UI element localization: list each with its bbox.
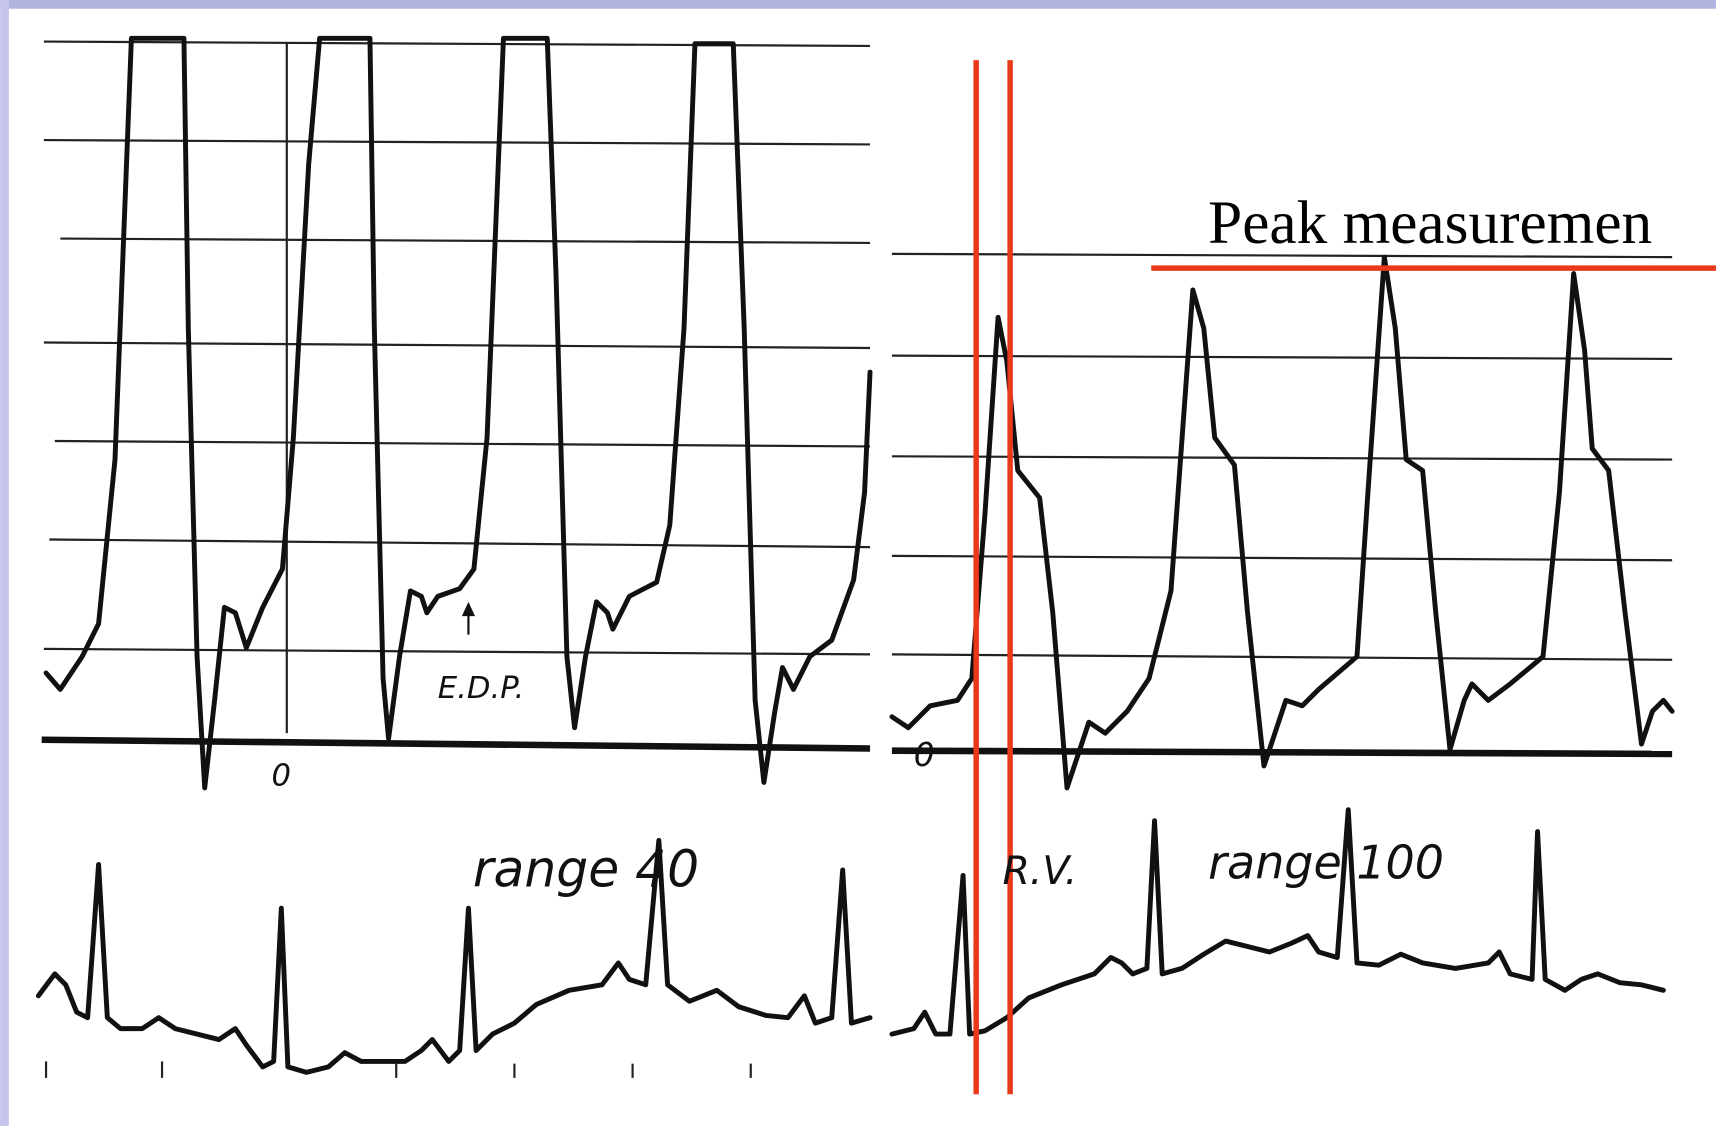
left-range-label: range 40 bbox=[473, 839, 699, 898]
left-pressure-trace bbox=[43, 35, 873, 791]
right-range-label: range 100 bbox=[1208, 836, 1444, 890]
top-border bbox=[0, 0, 1716, 9]
right-ecg-trace bbox=[889, 807, 1666, 1037]
rv-label: R.V. bbox=[1002, 848, 1077, 894]
right-zero-label: 0 bbox=[914, 736, 935, 774]
red-markers bbox=[973, 60, 1716, 1095]
left-zero-label: 0 bbox=[271, 759, 291, 794]
edp-arrowhead bbox=[461, 601, 476, 617]
edp-label: E.D.P. bbox=[438, 671, 524, 706]
ticks bbox=[44, 1061, 752, 1078]
slide-title: Peak measuremen bbox=[1208, 189, 1652, 257]
left-grid bbox=[41, 40, 871, 752]
left-border bbox=[0, 0, 9, 1126]
right-pressure-trace bbox=[889, 254, 1675, 791]
left-ecg-trace bbox=[35, 837, 873, 1075]
right-grid bbox=[891, 252, 1673, 758]
